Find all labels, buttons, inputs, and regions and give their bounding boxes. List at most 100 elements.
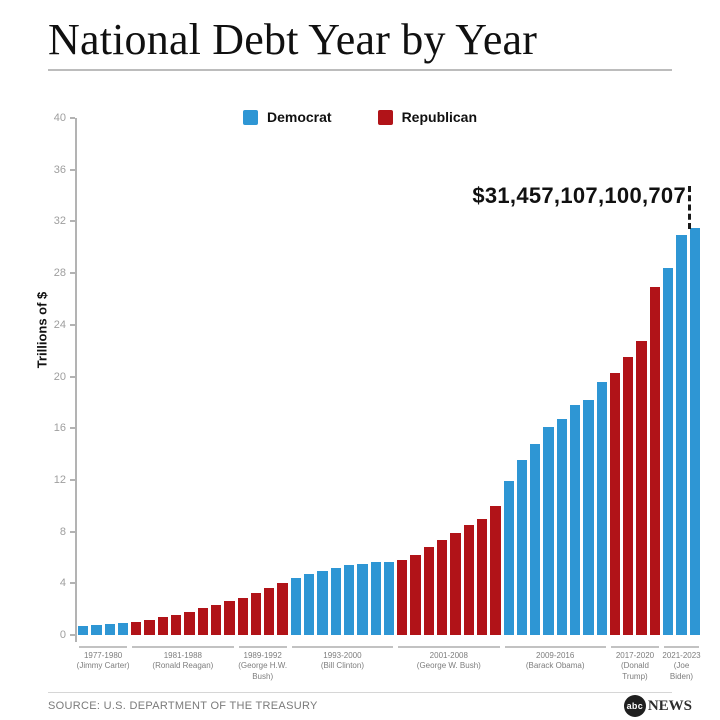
republican-swatch-icon xyxy=(377,109,393,125)
y-tick-label: 32 xyxy=(53,215,66,228)
debt-bar-2019 xyxy=(636,341,647,635)
term-years: 1981-1988 xyxy=(163,651,202,660)
debt-bar-1997 xyxy=(343,565,355,635)
debt-bar-2022 xyxy=(676,235,687,635)
footer-divider xyxy=(48,692,672,693)
term-president: (George H.W. xyxy=(238,661,288,671)
y-tick-label: 20 xyxy=(53,370,66,383)
term-years: 2009-2016 xyxy=(536,651,575,660)
debt-bar-1984 xyxy=(171,614,182,635)
debt-bar-2016 xyxy=(596,382,607,635)
debt-bar-2015 xyxy=(583,400,594,635)
debt-bar-2021 xyxy=(663,267,674,635)
debt-bar-1978 xyxy=(91,625,102,635)
term-president: (Ronald Reagan) xyxy=(152,661,214,671)
abc-news-wordmark: NEWS xyxy=(647,697,692,714)
president-term-group: 1989-1992 (George H.W. Bush) xyxy=(237,118,288,681)
term-president: Bush) xyxy=(252,671,274,681)
debt-bar-2006 xyxy=(463,525,474,635)
term-label: 2021-2023 (Joe Biden) xyxy=(662,651,700,682)
legend: Democrat Republican xyxy=(0,109,720,125)
y-tick-mark xyxy=(70,168,75,171)
term-president: (George W. Bush) xyxy=(416,661,481,671)
term-label: 1977-1980 (Jimmy Carter) xyxy=(77,651,130,672)
debt-bar-1993 xyxy=(290,578,302,635)
term-years: 2017-2020 xyxy=(615,651,655,660)
y-tick-label: 36 xyxy=(53,163,66,176)
debt-bar-1990 xyxy=(250,593,262,635)
debt-bar-2009 xyxy=(503,481,514,635)
y-tick-label: 40 xyxy=(53,112,66,124)
term-label: 1981-1988 (Ronald Reagan) xyxy=(152,651,213,672)
y-tick-mark xyxy=(70,272,75,275)
debt-bar-2014 xyxy=(569,404,581,635)
term-president: (Donald xyxy=(620,661,649,671)
debt-bar-2012 xyxy=(543,427,554,635)
debt-bar-2003 xyxy=(423,547,435,635)
term-president: (Bill Clinton) xyxy=(320,661,364,671)
debt-bar-2008 xyxy=(490,505,501,635)
term-label: 1993-2000 (Bill Clinton) xyxy=(321,651,364,672)
debt-bar-1998 xyxy=(357,563,368,635)
debt-bar-2010 xyxy=(516,459,528,635)
term-years: 1989-1992 xyxy=(243,651,282,660)
term-bracket-line xyxy=(132,646,234,648)
debt-bar-2018 xyxy=(623,356,634,635)
legend-item-democrat: Democrat xyxy=(242,109,332,125)
source-credit: SOURCE: U.S. DEPARTMENT OF THE TREASURY xyxy=(48,700,318,712)
title-divider xyxy=(48,69,672,71)
bar-chart: 1977-1980 (Jimmy Carter) 1981-1988 (Ronald … xyxy=(77,118,701,681)
debt-bar-2013 xyxy=(556,418,567,635)
term-years: 2001-2008 xyxy=(429,651,468,660)
debt-bar-1985 xyxy=(184,611,195,635)
debt-bar-1988 xyxy=(224,601,235,635)
debt-bar-1982 xyxy=(144,620,155,635)
debt-bar-1994 xyxy=(304,574,315,635)
legend-label-republican: Republican xyxy=(401,109,478,125)
president-term-group: 1993-2000 (Bill Clinton) xyxy=(290,118,395,670)
debt-bar-1989 xyxy=(237,598,248,635)
y-tick-label: 28 xyxy=(53,267,66,280)
legend-label-democrat: Democrat xyxy=(266,109,332,125)
debt-bar-1981 xyxy=(131,622,142,635)
debt-bar-2023 xyxy=(689,228,700,635)
term-years: 1993-2000 xyxy=(323,651,362,660)
y-tick-mark xyxy=(70,323,75,326)
term-president: Trump) xyxy=(622,671,648,681)
debt-total-annotation: $31,457,107,100,707 xyxy=(472,183,686,208)
y-tick-mark xyxy=(70,582,75,585)
term-bracket-line xyxy=(610,646,660,648)
legend-item-republican: Republican xyxy=(377,109,478,125)
debt-bar-1979 xyxy=(104,624,115,635)
debt-bar-2000 xyxy=(383,561,395,635)
debt-bar-1980 xyxy=(117,623,129,635)
debt-bar-2007 xyxy=(476,518,488,635)
y-tick-mark xyxy=(70,220,75,223)
term-bracket-line xyxy=(504,646,606,648)
y-tick-label: 0 xyxy=(59,629,66,641)
debt-bar-1987 xyxy=(210,604,222,635)
debt-bar-2017 xyxy=(609,373,621,635)
term-years: 2021-2023 xyxy=(662,651,701,660)
term-label: 2017-2020 (Donald Trump) xyxy=(616,651,654,682)
y-tick-mark xyxy=(70,375,75,378)
y-tick-mark xyxy=(70,478,75,481)
y-tick-label: 24 xyxy=(53,318,66,331)
y-tick-label: 16 xyxy=(53,422,66,435)
page-title: National Debt Year by Year xyxy=(48,15,538,64)
president-term-group: 2017-2020 (Donald Trump) xyxy=(609,118,661,681)
term-president: Biden) xyxy=(669,671,694,681)
president-term-group: 1981-1988 (Ronald Reagan) xyxy=(131,118,235,670)
debt-bar-2011 xyxy=(530,443,541,635)
term-bracket-line xyxy=(291,646,394,648)
y-tick-label: 12 xyxy=(53,473,66,486)
y-tick-mark xyxy=(70,427,75,430)
president-term-group: 2021-2023 (Joe Biden) xyxy=(662,118,701,681)
y-tick-label: 4 xyxy=(59,577,66,590)
abc-news-logo: abc NEWS xyxy=(623,695,692,717)
debt-bar-1995 xyxy=(317,570,328,635)
term-label: 1989-1992 (George H.W. Bush) xyxy=(238,651,287,682)
debt-bar-1992 xyxy=(277,582,288,635)
term-president: (Barack Obama) xyxy=(525,661,585,671)
